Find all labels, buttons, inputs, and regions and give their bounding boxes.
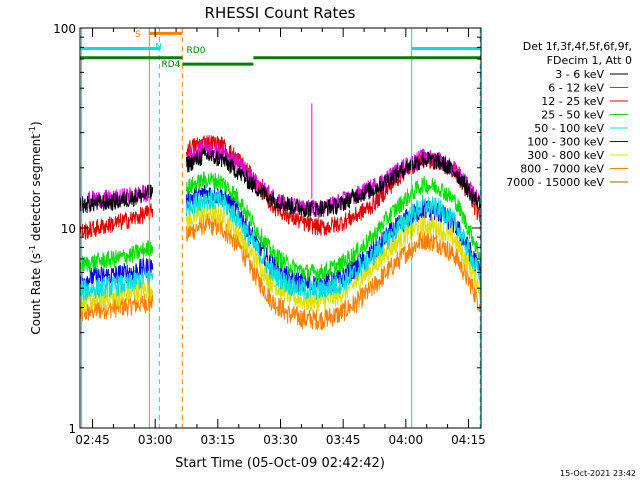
y-axis-label-exponent: -1: [28, 245, 37, 253]
timestamp: 15-Oct-2021 23:42: [560, 469, 636, 478]
state-label-rd4: RD4: [161, 60, 180, 70]
legend-entry-label: 3 - 6 keV: [555, 68, 604, 81]
series-line: [186, 147, 481, 218]
chart-title: RHESSI Count Rates: [205, 4, 356, 22]
legend-header: Det 1f,3f,4f,5f,6f,9f,: [523, 40, 632, 53]
y-tick-label: 10: [61, 222, 76, 236]
series-line: [80, 240, 154, 273]
series-layer: [80, 103, 481, 330]
legend-entry-label: 12 - 25 keV: [541, 95, 604, 108]
x-tick-label: 03:00: [138, 433, 173, 447]
series-3: [80, 171, 481, 282]
series-line: [186, 202, 481, 313]
series-line: [80, 267, 154, 301]
y-axis-label-part: Count Rate (s: [29, 253, 43, 335]
series-line: [80, 184, 154, 214]
x-axis-label: Start Time (05-Oct-09 02:42:42): [175, 456, 385, 471]
series-line: [80, 203, 154, 240]
series-line: [186, 171, 481, 282]
legend-entry-label: 7000 - 15000 keV: [506, 176, 604, 189]
legend-entry-label: 50 - 100 keV: [534, 122, 604, 135]
series-line: [186, 213, 481, 330]
legend-header: FDecim 1, Att 0: [547, 54, 632, 67]
legend: Det 1f,3f,4f,5f,6f,9f,FDecim 1, Att 03 -…: [506, 40, 632, 189]
y-tick-label: 100: [53, 22, 76, 36]
series-line: [80, 258, 154, 290]
state-label-n: N: [155, 43, 162, 53]
state-label-s: S: [135, 30, 141, 40]
legend-entry-label: 300 - 800 keV: [527, 149, 604, 162]
legend-entry-label: 25 - 50 keV: [541, 109, 604, 122]
y-axis-label-part: ): [29, 121, 43, 126]
state-label-rd0: RD0: [187, 46, 206, 56]
y-axis-label: Count Rate (s-1 detector segment-1): [28, 121, 43, 334]
x-tick-label: 03:30: [263, 433, 298, 447]
x-tick-label: 04:00: [389, 433, 424, 447]
series-4: [80, 189, 481, 301]
legend-entry-label: 100 - 300 keV: [527, 136, 604, 149]
series-0: [80, 147, 481, 218]
series-line: [186, 189, 481, 301]
x-tick-label: 03:45: [326, 433, 361, 447]
y-axis-label-part: detector segment: [29, 134, 43, 245]
axis-layer: 02:45 03:00 03:15 03:30 03:45 04:00 04:15 1 10 10…: [53, 22, 486, 447]
legend-entry-label: 800 - 7000 keV: [520, 163, 604, 176]
x-tick-label: 02:45: [75, 433, 110, 447]
x-tick-label: 04:15: [451, 433, 486, 447]
legend-entry-label: 6 - 12 keV: [548, 82, 604, 95]
x-tick-label: 03:15: [201, 433, 236, 447]
y-axis-label-exponent: -1: [28, 126, 37, 134]
y-tick-label: 1: [68, 422, 76, 436]
